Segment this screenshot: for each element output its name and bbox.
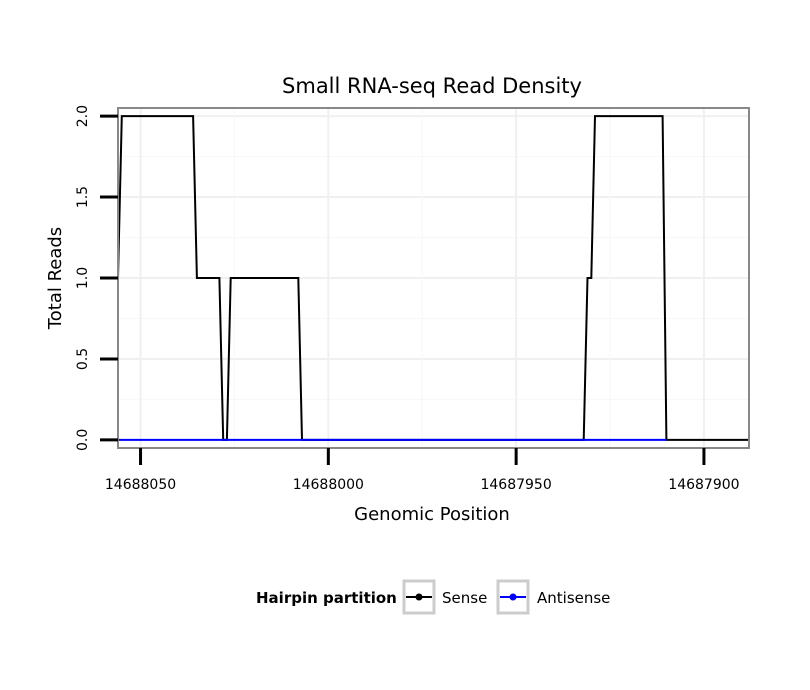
chart-title: Small RNA-seq Read Density (282, 74, 582, 98)
x-tick-label: 14688050 (105, 477, 176, 493)
y-tick-label: 0.0 (75, 429, 91, 451)
legend: Hairpin partition Sense Antisense (256, 579, 610, 615)
x-tick-label: 14687950 (480, 477, 551, 493)
legend-key-sense-point (415, 593, 423, 601)
x-tick-label: 14688000 (293, 477, 364, 493)
y-tick-label: 1.0 (75, 267, 91, 289)
x-tick-label: 14687900 (668, 477, 739, 493)
y-axis-label: Total Reads (45, 227, 66, 330)
y-tick-label: 2.0 (75, 105, 91, 127)
x-axis-label: Genomic Position (354, 504, 510, 525)
series-line-sense (117, 115, 749, 441)
x-axis: 14688050 14688000 14687950 14687900 (105, 448, 740, 493)
y-axis: 0.0 0.5 1.0 1.5 2.0 (75, 105, 118, 451)
grid (118, 108, 749, 448)
legend-key-antisense-point (509, 593, 517, 601)
legend-label-antisense: Antisense (537, 589, 610, 607)
legend-label-sense: Sense (442, 589, 487, 607)
series-lines (117, 115, 749, 441)
y-tick-label: 0.5 (75, 348, 91, 370)
y-tick-label: 1.5 (75, 186, 91, 208)
legend-title: Hairpin partition (256, 589, 397, 607)
